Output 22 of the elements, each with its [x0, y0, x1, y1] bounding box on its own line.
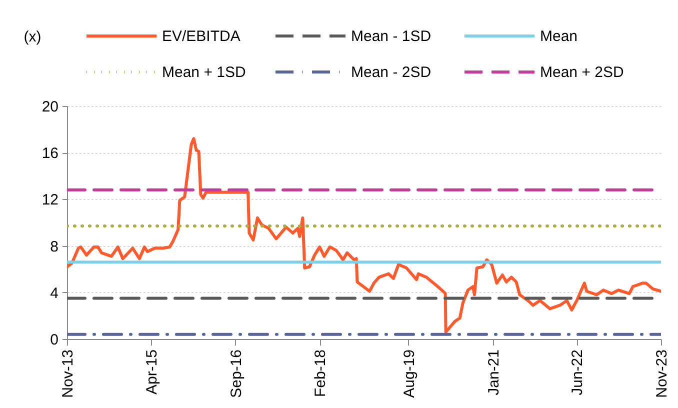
x-tick-label: Jun-22 — [569, 350, 586, 396]
y-axis-title: (x) — [24, 28, 42, 46]
y-tick-label: 16 — [42, 145, 58, 162]
y-tick-label: 20 — [42, 98, 58, 116]
legend-label: Mean - 2SD — [351, 64, 432, 81]
legend-label: Mean + 1SD — [162, 64, 246, 81]
legend-label: Mean + 2SD — [540, 64, 624, 81]
legend-label: Mean — [540, 28, 578, 45]
y-tick-label: 4 — [50, 284, 58, 302]
x-tick-label: Sep-16 — [228, 350, 245, 398]
y-tick-label: 8 — [50, 238, 58, 256]
x-tick-label: Aug-19 — [400, 350, 418, 398]
y-tick-label: 0 — [50, 332, 58, 348]
x-tick-label: Nov-23 — [654, 350, 670, 398]
legend-label: Mean - 1SD — [351, 28, 432, 45]
x-tick-label: Nov-13 — [60, 350, 76, 398]
x-tick-label: Apr-15 — [143, 350, 160, 395]
legend-label: EV/EBITDA — [162, 28, 240, 45]
x-tick-label: Feb-18 — [312, 350, 330, 398]
y-tick-label: 12 — [42, 192, 58, 209]
x-tick-label: Jan-21 — [485, 350, 502, 396]
line-series — [67, 137, 661, 334]
